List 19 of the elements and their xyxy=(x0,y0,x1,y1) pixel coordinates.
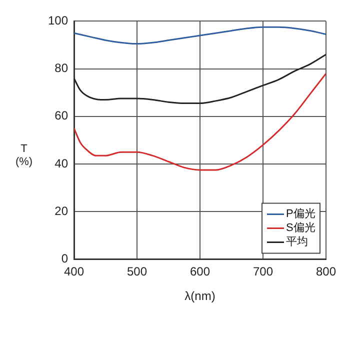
legend-label: 平均 xyxy=(286,236,308,248)
line-series xyxy=(74,26,326,45)
x-tick-label: 700 xyxy=(252,264,274,279)
y-tick-label: 60 xyxy=(54,108,68,123)
x-tick-label: 800 xyxy=(316,264,336,279)
y-tick-label: 0 xyxy=(61,252,68,266)
x-axis-title: λ(nm) xyxy=(184,289,216,304)
y-axis-title: T (%) xyxy=(14,143,34,169)
y-tick-label: 80 xyxy=(54,61,68,76)
legend-label: S偏光 xyxy=(286,221,316,234)
line-series xyxy=(74,72,326,171)
y-tick-label: 100 xyxy=(48,14,68,28)
legend-label: P偏光 xyxy=(286,207,316,220)
x-tick-label: 500 xyxy=(127,264,148,279)
line-series xyxy=(74,54,326,104)
x-tick-label: 600 xyxy=(190,264,210,279)
x-tick-label: 400 xyxy=(64,264,84,279)
y-tick-label: 40 xyxy=(54,156,68,170)
y-tick-label: 20 xyxy=(54,204,68,218)
